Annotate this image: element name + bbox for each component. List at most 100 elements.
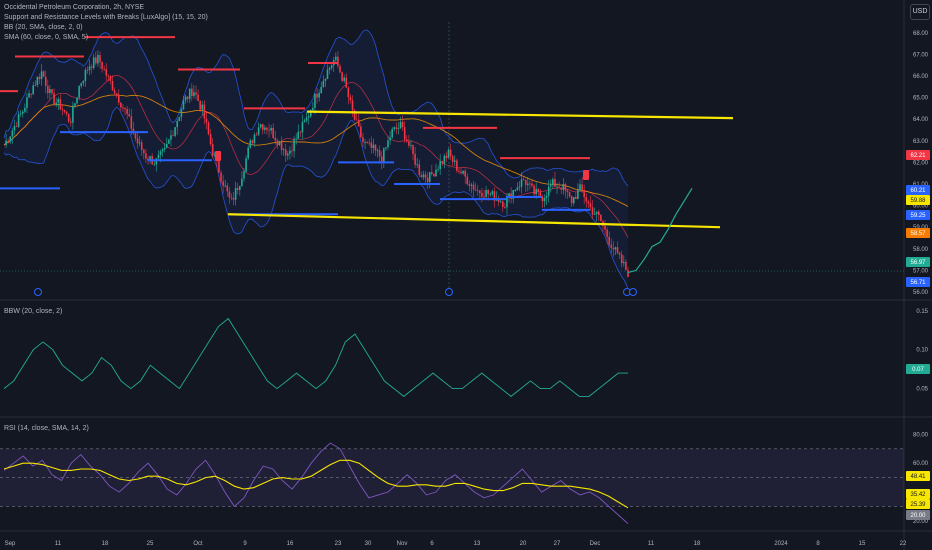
candle-body [132,128,135,134]
bbw-legend[interactable]: BBW (20, close, 2) [4,308,63,315]
candle-body [326,69,329,80]
event-marker-split[interactable] [629,288,637,296]
candle-body [585,197,588,202]
bbw-line [3,317,628,397]
time-tick-label: 18 [694,541,701,547]
candle-body [97,55,99,64]
candle-body [293,139,295,152]
candle-body [42,71,45,77]
time-tick-label: Sep [5,541,16,547]
time-tick-label: Oct [193,541,203,547]
chart-legend[interactable]: Occidental Petroleum Corporation, 2h, NY… [4,3,208,43]
event-marker-dividend[interactable] [34,288,42,296]
rsi-ma-line [3,459,629,509]
candle-body [53,93,55,105]
price-badge-label: 58.57 [910,231,926,237]
indicator-sr-levels[interactable]: Support and Resistance Levels with Break… [4,14,208,21]
candle-body [199,101,201,110]
candle-body [385,147,387,149]
candle-body [287,153,289,156]
price-pane[interactable] [0,29,734,296]
candle-body [412,145,414,155]
candle-body [55,102,57,105]
candle-body [487,190,489,195]
candle-body [380,156,383,163]
candle-body [508,193,510,198]
rsi-tick-label: 60.00 [913,461,929,467]
candle-body [72,105,74,123]
candle-body [351,100,354,111]
time-axis[interactable]: Sep 11 18 25 Oct 9 16 23 30 Nov 6 13 20 27 Dec 11 18 2024… [5,541,907,547]
price-badge-label: 59.25 [910,213,926,219]
candle-body [239,186,241,190]
rsi-badge-label: 25.39 [910,502,926,508]
candle-body [625,261,627,270]
candle-body [447,149,450,159]
price-tick-label: 57.00 [913,268,929,274]
moving-averages [3,94,629,207]
candle-body [374,144,377,151]
candle-body [28,93,30,98]
rsi-pane[interactable] [0,442,904,525]
time-tick-label: 30 [365,541,372,547]
candle-body [40,71,43,80]
candle-body [218,159,220,173]
candle-body [564,183,567,191]
indicator-bb[interactable]: BB (20, SMA, close, 2, 0) [4,24,83,31]
candle-body [234,187,237,200]
candle-body [5,140,7,146]
candle-body [145,153,147,159]
candle-body [157,154,160,159]
candle-body [403,127,406,140]
candle-body [506,197,508,208]
rsi-legend[interactable]: RSI (14, close, SMA, 14, 2) [4,425,89,432]
candle-body [69,121,72,123]
event-marker-earnings[interactable] [445,288,453,296]
bbw-pane[interactable] [3,317,628,397]
candle-body [264,127,266,130]
time-tick-label: 23 [335,541,342,547]
candle-body [136,138,139,144]
candle-body [449,149,452,157]
candle-body [276,140,279,146]
indicator-sma[interactable]: SMA (60, close, 0, SMA, 5) [4,34,89,41]
candle-body [88,66,91,71]
candle-body [195,92,197,95]
price-tick-label: 62.00 [913,160,929,166]
price-tick-label: 63.00 [913,139,929,145]
candle-body [579,184,581,190]
candle-body [92,57,95,68]
event-markers[interactable] [34,151,637,296]
candle-body [11,130,14,137]
candle-body [9,136,12,142]
candle-body [426,177,429,182]
rsi-badge [906,471,930,481]
time-tick-label: 8 [816,541,820,547]
rsi-badge [906,510,930,520]
symbol-title[interactable]: Occidental Petroleum Corporation, 2h, NY… [4,4,145,11]
price-badge [906,150,930,160]
candle-body [103,68,105,70]
candle-body [230,197,233,199]
candle-body [115,93,118,95]
candle-body [489,193,492,195]
candle-body [552,179,554,186]
candle-body [370,142,373,148]
candle-body [268,129,270,131]
currency-button[interactable]: USD [910,4,930,20]
bb-fill-area [4,30,628,289]
candle-body [130,116,133,129]
candle-body [562,183,565,190]
candle-body [249,140,252,148]
price-badge [906,257,930,267]
candle-body [316,93,318,98]
candle-body [610,244,613,249]
candle-body [126,109,128,114]
candle-body [222,181,224,186]
time-tick-label: Dec [590,541,601,547]
time-tick-label: 20 [520,541,527,547]
candle-body [15,125,18,127]
candle-body [497,198,500,202]
candle-body [410,145,412,146]
